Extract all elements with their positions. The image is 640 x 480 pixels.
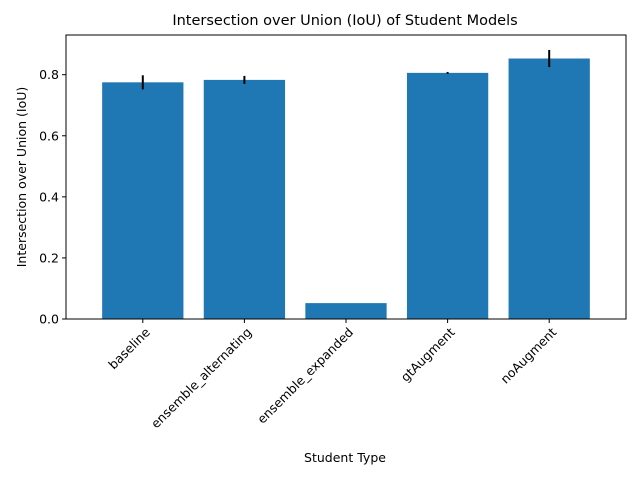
y-axis: 0.0 0.2 0.4 0.6 0.8	[39, 67, 66, 327]
y-tick-label-0.6: 0.6	[39, 128, 59, 143]
x-tick-label-gtAugment: gtAugment	[398, 324, 458, 384]
x-tick-label-ensemble_alternating: ensemble_alternating	[148, 325, 255, 432]
x-tick-label-ensemble_expanded: ensemble_expanded	[254, 325, 356, 427]
y-tick-label-0.8: 0.8	[39, 67, 59, 82]
y-tick-label-0.4: 0.4	[39, 189, 59, 204]
x-tick-label-noAugment: noAugment	[497, 324, 559, 386]
chart-title: Intersection over Union (IoU) of Student…	[172, 13, 517, 29]
bar-ensemble_alternating	[203, 79, 286, 319]
x-axis-label: Student Type	[304, 450, 386, 465]
y-tick-label-0.2: 0.2	[39, 250, 59, 265]
bar-gtAugment	[406, 72, 489, 319]
bars-layer	[102, 58, 590, 319]
x-tick-label-baseline: baseline	[105, 324, 153, 372]
bar-noAugment	[508, 58, 590, 319]
y-axis-label: Intersection over Union (IoU)	[14, 87, 29, 268]
bar-baseline	[102, 82, 184, 319]
y-tick-label-0.0: 0.0	[39, 312, 59, 327]
error-bars-layer	[141, 49, 551, 90]
bar-ensemble_expanded	[305, 303, 387, 319]
